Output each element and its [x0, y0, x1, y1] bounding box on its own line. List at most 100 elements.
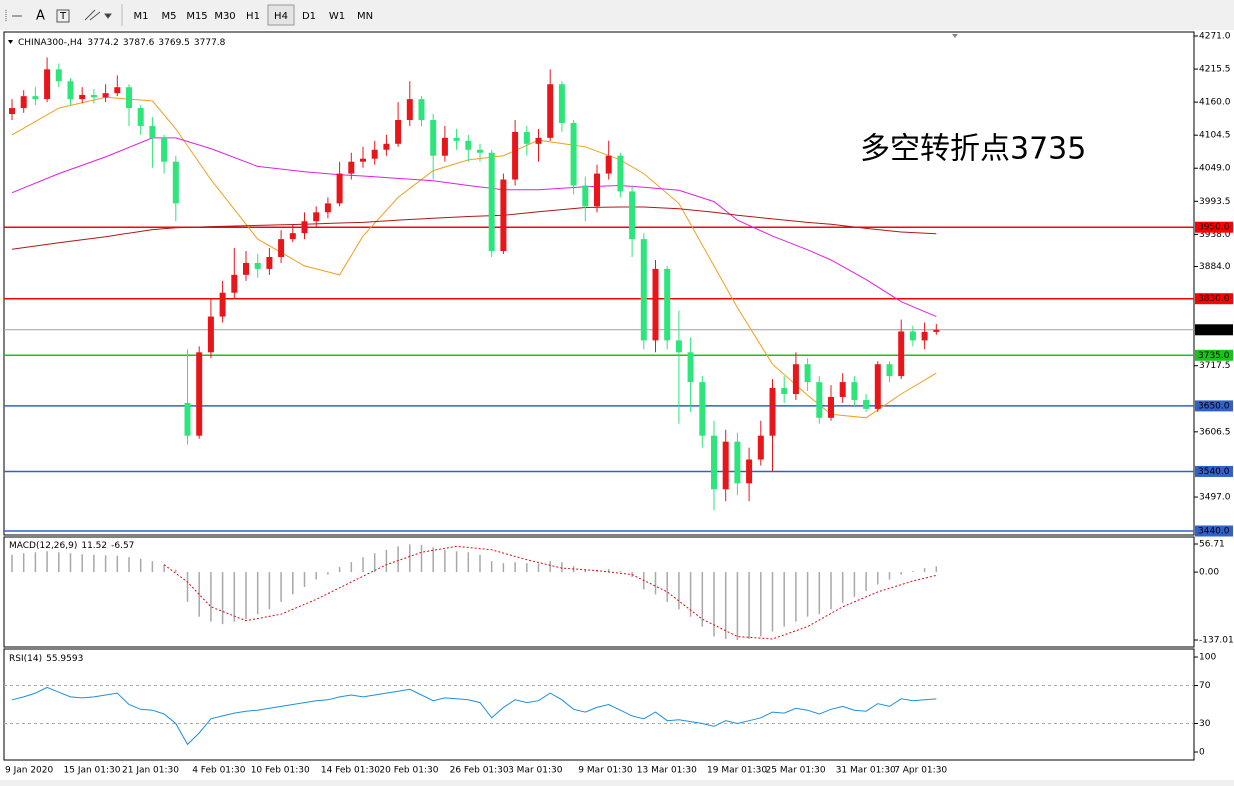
active-button — [267, 4, 295, 26]
text-tool-T[interactable]: T — [59, 11, 67, 22]
candle-body — [324, 203, 331, 213]
y-tick-label: 70 — [1199, 681, 1211, 691]
x-tick-label: 26 Feb 01:30 — [450, 766, 509, 776]
macd-bar — [619, 571, 622, 573]
candle-body — [371, 149, 378, 159]
level-label-bg — [1195, 400, 1233, 412]
candle-body — [149, 125, 156, 138]
macd-bar — [900, 572, 902, 575]
macd-bar — [46, 551, 48, 573]
macd-bar — [444, 549, 446, 573]
candle-body — [933, 329, 940, 332]
macd-bar — [397, 546, 399, 573]
candle-body — [792, 364, 799, 395]
rsi-value: 55.9593 — [46, 654, 83, 664]
rsi-header: RSI(14) 55.9593 — [9, 654, 83, 664]
y-tick-label: 4104.5 — [1199, 131, 1231, 141]
price-panel — [3, 31, 1195, 536]
candle-body — [769, 388, 776, 436]
level-label: 3777.8 — [1198, 325, 1230, 335]
timeframe-button[interactable]: M15 — [186, 11, 207, 22]
candle-body — [734, 441, 741, 484]
candle-body — [32, 96, 39, 100]
timeframe-button[interactable]: MN — [357, 11, 373, 22]
macd-title: MACD(12,26,9) — [9, 541, 77, 551]
macd-bar — [409, 544, 411, 573]
timeframe-button[interactable]: M5 — [162, 11, 177, 22]
x-tick-label: 13 Mar 01:30 — [637, 766, 697, 776]
timeframes: M1 M5 M15 M30 H1 H4 D1 W1 MN — [134, 4, 373, 26]
y-tick-label: 3938.0 — [1199, 230, 1231, 240]
macd-bar — [210, 572, 212, 622]
macd-bar — [713, 572, 715, 637]
macd-bar — [537, 563, 540, 573]
macd-bar — [526, 563, 528, 573]
candle-body — [301, 221, 308, 234]
candle-body — [67, 81, 74, 100]
close: 3777.8 — [194, 38, 226, 48]
candle-body — [9, 108, 15, 115]
text-tool[interactable]: A — [36, 9, 45, 24]
macd-panel — [3, 536, 1195, 648]
candle-body — [652, 268, 659, 341]
macd-bar — [128, 557, 130, 573]
shapes-icon[interactable] — [84, 9, 101, 21]
timeframe-button[interactable]: W1 — [329, 11, 345, 22]
y-tick-label: 56.71 — [1199, 539, 1225, 549]
level-label-bg — [1195, 349, 1233, 361]
high: 3787.6 — [123, 38, 155, 48]
y-tick-label: 3606.5 — [1199, 427, 1231, 437]
macd-bar — [22, 553, 25, 573]
macd-bar — [654, 572, 657, 595]
macd-bar — [678, 572, 680, 610]
macd-bar — [455, 551, 458, 573]
rsi-title: RSI(14) — [9, 654, 42, 664]
x-tick-label: 7 Apr 01:30 — [894, 766, 947, 776]
macd-bar — [912, 571, 914, 573]
candle-body — [383, 143, 390, 150]
macd-bar — [373, 553, 376, 573]
macd-bar — [853, 572, 856, 597]
candle-body — [172, 161, 179, 204]
candle-body — [617, 155, 624, 192]
macd-bar — [502, 563, 505, 573]
macd-bar — [198, 572, 200, 617]
candle-body — [289, 233, 296, 240]
status-bar — [0, 780, 1234, 786]
macd-bar — [280, 572, 282, 602]
candle-body — [418, 99, 425, 120]
macd-bar — [338, 567, 341, 573]
candle-body — [804, 364, 811, 383]
candle-body — [851, 382, 858, 400]
y-tick-label: 0.00 — [1199, 568, 1219, 578]
candle-body — [512, 131, 519, 180]
timeframe-button[interactable]: D1 — [302, 11, 316, 22]
timeframe-button[interactable]: H4 — [274, 11, 288, 22]
candle-body — [535, 137, 542, 144]
candle-body — [336, 173, 343, 204]
macd-bar — [584, 569, 587, 573]
candle-body — [488, 152, 495, 252]
candle-body — [570, 122, 577, 186]
candle-body — [816, 382, 823, 418]
candle-body — [828, 396, 834, 418]
label-icon[interactable] — [56, 9, 70, 23]
timeframe-button[interactable]: H1 — [246, 11, 260, 22]
toolbar-icons — [5, 4, 123, 26]
macd-bar — [93, 554, 95, 573]
open: 3774.2 — [87, 38, 119, 48]
dropdown[interactable] — [104, 13, 112, 19]
x-tick-label: 4 Feb 01:30 — [192, 766, 246, 776]
candle-body — [699, 382, 706, 436]
y-tick-label: 4049.0 — [1199, 164, 1231, 174]
candle-body — [558, 84, 565, 123]
macd-bar — [935, 566, 938, 573]
timeframe-button[interactable]: M30 — [214, 11, 235, 22]
y-tick-label: 4215.5 — [1199, 65, 1231, 75]
chart-header: CHINA300-,H4 3774.2 3787.6 3769.5 3777.8 — [18, 38, 226, 48]
candle-body — [886, 364, 893, 377]
macd-bar — [385, 549, 388, 573]
timeframe-button[interactable]: M1 — [134, 11, 149, 22]
candle-body — [687, 352, 694, 383]
x-tick-label: 19 Mar 01:30 — [707, 766, 767, 776]
